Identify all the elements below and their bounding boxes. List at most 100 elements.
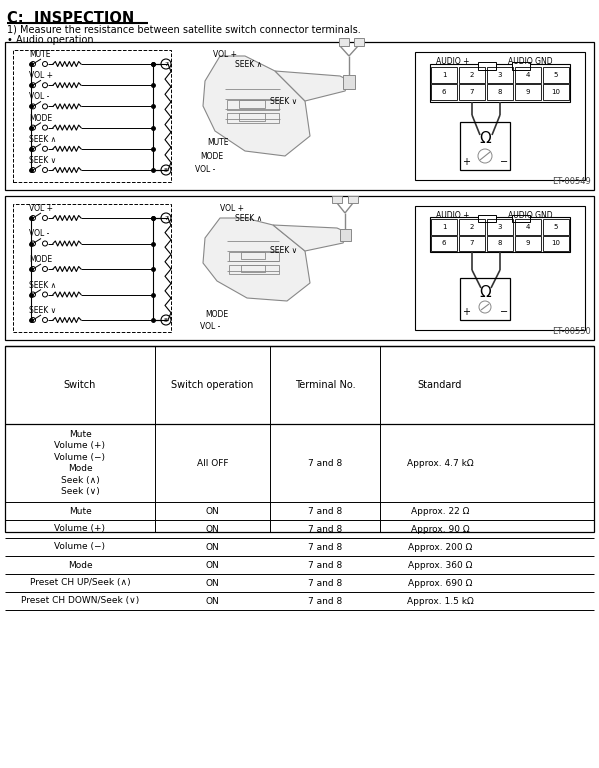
Bar: [515, 219, 541, 234]
Text: ON: ON: [205, 525, 219, 534]
Text: SEEK ∧: SEEK ∧: [29, 280, 56, 290]
Text: ET-00549: ET-00549: [552, 177, 591, 186]
Text: Approx. 360 Ω: Approx. 360 Ω: [408, 561, 472, 570]
Text: Approx. 690 Ω: Approx. 690 Ω: [408, 578, 472, 588]
Bar: [13, 50, 171, 182]
Text: 7 and 8: 7 and 8: [308, 525, 342, 534]
Text: Preset CH UP/Seek (∧): Preset CH UP/Seek (∧): [30, 578, 131, 588]
Text: +: +: [462, 157, 470, 167]
Text: Preset CH DOWN/Seek (∨): Preset CH DOWN/Seek (∨): [21, 597, 139, 605]
Text: 7 and 8: 7 and 8: [308, 561, 342, 570]
Bar: [431, 67, 457, 83]
Text: 1: 1: [441, 223, 446, 230]
Text: 7 and 8: 7 and 8: [308, 507, 342, 515]
Bar: [340, 229, 351, 241]
Bar: [343, 75, 355, 89]
Text: 8: 8: [498, 240, 502, 247]
Bar: [543, 67, 569, 83]
Bar: [460, 122, 510, 170]
Text: 7: 7: [470, 240, 474, 247]
Text: Approx. 200 Ω: Approx. 200 Ω: [408, 542, 472, 551]
Text: ON: ON: [205, 542, 219, 551]
Bar: [5, 196, 594, 340]
Bar: [339, 38, 349, 46]
Text: 8: 8: [164, 167, 168, 173]
Text: MODE: MODE: [29, 255, 52, 264]
Text: Volume (−): Volume (−): [55, 542, 105, 551]
Bar: [515, 84, 541, 100]
Text: ON: ON: [205, 561, 219, 570]
Text: SEEK ∧: SEEK ∧: [29, 135, 56, 144]
Text: 2: 2: [470, 72, 474, 78]
Text: −: −: [500, 307, 508, 317]
Polygon shape: [275, 71, 350, 101]
Polygon shape: [203, 56, 310, 156]
Text: VOL -: VOL -: [200, 322, 220, 331]
Text: Mode: Mode: [68, 561, 92, 570]
Bar: [487, 84, 513, 100]
Text: Volume (+): Volume (+): [55, 525, 105, 534]
Text: Mute
Volume (+)
Volume (−)
Mode
Seek (∧)
Seek (∨): Mute Volume (+) Volume (−) Mode Seek (∧)…: [55, 430, 105, 496]
Bar: [431, 84, 457, 100]
Text: SEEK ∨: SEEK ∨: [270, 97, 297, 106]
Text: SEEK ∨: SEEK ∨: [29, 156, 56, 165]
Polygon shape: [203, 218, 310, 301]
Bar: [13, 204, 171, 332]
Text: Approx. 1.5 kΩ: Approx. 1.5 kΩ: [407, 597, 473, 605]
Text: Approx. 90 Ω: Approx. 90 Ω: [411, 525, 469, 534]
Bar: [460, 278, 510, 320]
Text: Approx. 22 Ω: Approx. 22 Ω: [411, 507, 469, 515]
Text: SEEK ∨: SEEK ∨: [270, 246, 297, 255]
Text: Mute: Mute: [69, 507, 92, 515]
Text: −: −: [500, 157, 508, 167]
Bar: [459, 236, 485, 251]
Text: VOL +: VOL +: [29, 204, 53, 213]
Bar: [478, 215, 496, 222]
Text: SEEK ∧: SEEK ∧: [235, 60, 262, 69]
Text: 1: 1: [441, 72, 446, 78]
Text: 10: 10: [552, 240, 561, 247]
Text: 7: 7: [164, 216, 168, 220]
Text: 7: 7: [164, 61, 168, 67]
Text: Standard: Standard: [418, 380, 462, 390]
Bar: [239, 100, 265, 108]
Bar: [241, 252, 265, 259]
Bar: [487, 219, 513, 234]
Text: VOL -: VOL -: [195, 165, 216, 174]
Text: 10: 10: [552, 89, 561, 95]
Bar: [241, 265, 265, 272]
Text: 3: 3: [498, 223, 502, 230]
Bar: [5, 346, 594, 532]
Text: Approx. 4.7 kΩ: Approx. 4.7 kΩ: [407, 458, 473, 468]
Bar: [415, 206, 585, 330]
Text: MUTE: MUTE: [207, 138, 228, 147]
Text: 7 and 8: 7 and 8: [308, 458, 342, 468]
Text: 9: 9: [526, 89, 530, 95]
Text: SEEK ∧: SEEK ∧: [235, 214, 262, 223]
Text: 5: 5: [554, 223, 558, 230]
Text: ON: ON: [205, 578, 219, 588]
Text: AUDIO GND: AUDIO GND: [508, 57, 552, 66]
Bar: [348, 196, 358, 203]
Bar: [430, 64, 570, 102]
Bar: [478, 62, 496, 70]
Text: 4: 4: [526, 72, 530, 78]
Text: C:  INSPECTION: C: INSPECTION: [7, 11, 134, 26]
Bar: [415, 52, 585, 180]
Text: 2: 2: [470, 223, 474, 230]
Text: 7 and 8: 7 and 8: [308, 542, 342, 551]
Text: • Audio operation: • Audio operation: [7, 35, 93, 45]
Text: All OFF: All OFF: [196, 458, 228, 468]
Text: VOL +: VOL +: [29, 71, 53, 80]
Text: 8: 8: [164, 317, 168, 323]
Text: Switch operation: Switch operation: [171, 380, 254, 390]
Text: 9: 9: [526, 240, 530, 247]
Text: +: +: [462, 307, 470, 317]
Text: 7 and 8: 7 and 8: [308, 597, 342, 605]
Bar: [487, 236, 513, 251]
Text: SEEK ∨: SEEK ∨: [29, 306, 56, 315]
Text: VOL +: VOL +: [220, 204, 244, 213]
Bar: [431, 219, 457, 234]
Text: Ω: Ω: [479, 131, 491, 146]
Text: VOL -: VOL -: [29, 92, 49, 101]
